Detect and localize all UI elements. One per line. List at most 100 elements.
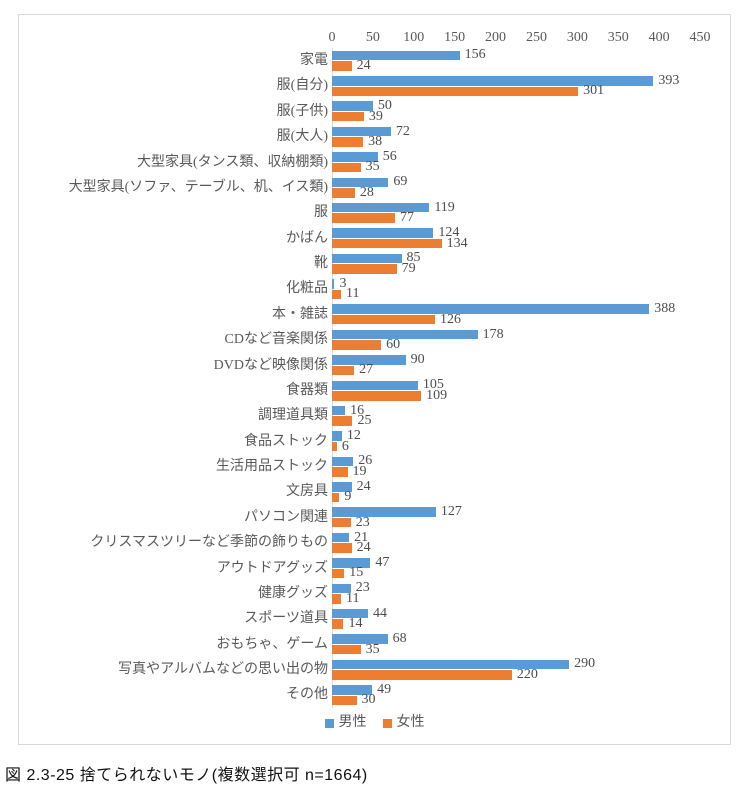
category-label: 服(大人) [276,129,328,145]
category-row: 食器類 105 109 [19,378,700,403]
data-label-male: 24 [356,478,371,494]
bar-line-female: 24 [332,540,700,556]
data-label-female: 109 [426,387,448,403]
bar-group: 26 19 [332,454,700,479]
data-label-female: 14 [348,616,363,632]
bar-line-male: 26 [332,453,700,469]
bar-female [332,568,345,579]
bar-line-female: 220 [332,666,700,682]
category-label: 大型家具(ソファ、テーブル、机、イス類) [68,179,328,195]
bar-male [332,608,368,619]
bar-group: 69 28 [332,175,700,200]
bar-line-female: 35 [332,159,700,175]
bar-male [332,405,346,416]
category-label: 文房具 [286,484,328,500]
data-label-female: 220 [516,666,538,682]
bar-group: 72 38 [332,124,700,149]
legend-item-male: 男性 [324,715,367,730]
legend-label-male: 男性 [338,715,367,730]
bar-line-female: 28 [332,185,700,199]
category-row: 写真やアルバムなどの思い出の物 290 220 [19,657,700,682]
bar-line-male: 24 [332,478,700,494]
category-label: かばん [286,230,328,246]
data-label-male: 50 [377,98,392,114]
bar-line-male: 3 [332,276,700,290]
category-row: 食品ストック 12 6 [19,429,700,454]
category-row: アウトドアグッズ 47 15 [19,555,700,581]
x-axis-tick: 300 [566,30,588,45]
bar-female [332,162,361,173]
bar-line-male: 47 [332,555,700,569]
data-label-male: 105 [422,377,444,393]
category-row: クリスマスツリーなど季節の飾りもの 21 24 [19,530,700,555]
x-axis-tick: 450 [689,30,711,45]
data-label-female: 38 [368,134,383,150]
data-label-male: 26 [358,453,373,469]
data-label-male: 49 [377,681,392,697]
bar-group: 119 77 [332,200,700,225]
category-row: 家電 156 24 [19,48,700,73]
bar-group: 24 9 [332,479,700,504]
category-label: スポーツ道具 [244,611,328,627]
category-row: 健康グッズ 23 11 [19,581,700,606]
bar-line-male: 156 [332,47,700,63]
data-label-female: 35 [365,159,380,175]
bar-line-male: 388 [332,302,700,316]
bar-male [332,634,388,644]
bar-group: 290 220 [332,657,700,682]
bar-line-male: 44 [332,606,700,620]
bar-female [332,441,337,452]
bar-female [332,264,397,274]
bar-male [332,507,436,517]
bar-group: 44 14 [332,606,700,631]
bar-line-female: 23 [332,514,700,530]
bar-line-female: 24 [332,57,700,73]
category-row: 大型家具(タンス類、収納棚類) 56 35 [19,149,700,175]
data-label-male: 69 [393,174,408,190]
data-label-male: 21 [354,529,369,545]
data-label-male: 290 [574,656,596,672]
bar-male [332,304,650,314]
bar-female [332,695,357,706]
category-row: 調理道具類 16 25 [19,403,700,428]
category-label: 食器類 [286,382,328,398]
category-label: クリスマスツリーなど季節の飾りもの [90,535,328,551]
legend-label-female: 女性 [396,715,425,730]
bar-male [332,329,478,340]
bar-group: 21 24 [332,530,700,555]
data-label-female: 19 [352,463,367,479]
data-label-male: 12 [346,428,361,444]
data-label-female: 24 [356,540,371,556]
bar-group: 3 11 [332,276,700,301]
bar-line-female: 30 [332,693,700,707]
x-axis-tick: 50 [365,30,380,45]
category-label: 服(子供) [276,103,328,119]
data-label-male: 23 [355,580,370,596]
category-row: その他 49 30 [19,682,700,707]
category-axis-line [332,48,333,708]
bar-line-male: 56 [332,149,700,163]
bar-line-male: 119 [332,199,700,215]
data-label-female: 301 [583,83,605,99]
x-axis-tick: 100 [403,30,425,45]
bar-line-male: 49 [332,681,700,697]
bar-female [332,111,364,122]
bar-female [332,391,422,401]
x-axis-tick: 400 [648,30,670,45]
bar-female [332,594,341,604]
category-label: 食品ストック [244,433,328,449]
data-label-male: 156 [464,47,486,63]
data-label-female: 11 [345,286,360,302]
legend-item-female: 女性 [382,715,425,730]
data-label-female: 11 [345,590,360,606]
bar-female [332,416,353,426]
bar-male [332,50,460,61]
bar-female [332,137,364,147]
data-label-female: 9 [344,489,352,505]
data-label-female: 24 [356,57,371,73]
data-label-female: 23 [355,514,370,530]
category-row: 文房具 24 9 [19,479,700,504]
x-axis-tick: 250 [525,30,547,45]
category-label: 服 [314,205,328,221]
data-label-male: 119 [434,199,455,215]
